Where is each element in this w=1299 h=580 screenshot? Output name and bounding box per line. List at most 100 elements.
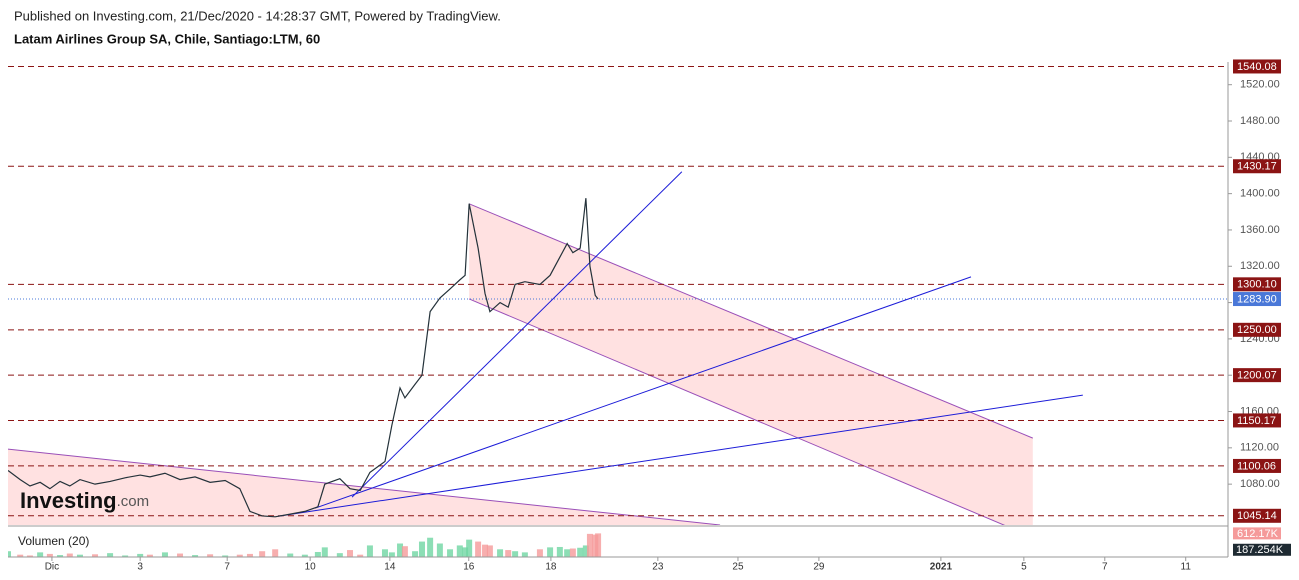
x-tick-label: 7 — [1102, 562, 1108, 573]
level-tag — [1233, 322, 1281, 337]
volume-bar — [482, 544, 489, 557]
volume-bar — [397, 543, 404, 557]
volume-bar — [401, 546, 408, 557]
volume-bar — [92, 554, 99, 557]
channel-edge — [468, 298, 1006, 525]
x-tick-label: 7 — [224, 562, 230, 573]
volume-bar — [586, 533, 593, 557]
volume-bar — [497, 549, 504, 557]
volume-bar — [462, 547, 469, 557]
x-tick-label: 2021 — [930, 562, 953, 573]
volume-bar — [259, 551, 266, 557]
volume-bar — [366, 545, 373, 557]
x-tick-label: Dic — [45, 562, 59, 573]
y-tick-label: 1480.00 — [1240, 115, 1280, 127]
volume-bar — [222, 555, 229, 557]
logo-suffix: .com — [117, 493, 150, 510]
level-label: 1300.10 — [1237, 279, 1277, 291]
volume-bar — [536, 549, 543, 557]
volume-bar — [436, 543, 443, 557]
level-label: 1200.07 — [1237, 370, 1277, 382]
volume-ma-label: 187.254K — [1236, 544, 1284, 556]
trendline — [314, 276, 972, 509]
volume-bar — [475, 541, 482, 557]
volume-bar — [17, 554, 24, 557]
volume-bar — [207, 554, 214, 557]
volume-bar — [8, 551, 11, 557]
volume-bar — [512, 551, 519, 557]
y-tick-label: 1080.00 — [1240, 478, 1280, 490]
volume-bar — [582, 545, 589, 557]
volume-bar — [122, 555, 129, 557]
volume-bar — [564, 549, 571, 557]
level-label: 1540.08 — [1237, 61, 1277, 73]
volume-bar — [456, 545, 463, 557]
x-tick-label: 5 — [1021, 562, 1027, 573]
x-tick-label: 10 — [305, 562, 317, 573]
channel-edge — [8, 448, 721, 525]
level-label: 1250.00 — [1237, 324, 1277, 336]
volume-bar — [418, 541, 425, 557]
level-label: 1045.14 — [1237, 510, 1277, 522]
volume-bar — [412, 551, 419, 557]
volume-bar — [177, 553, 184, 557]
channel-fill — [469, 203, 1033, 525]
volume-bar — [486, 545, 493, 557]
volume-bar — [314, 551, 321, 557]
volume-bar — [505, 550, 512, 557]
volume-bar — [246, 553, 253, 557]
volume-bar — [347, 550, 354, 557]
volume-last-label: 612.17K — [1237, 528, 1279, 540]
y-tick-label: 1520.00 — [1240, 79, 1280, 91]
channel-edge — [468, 203, 1033, 439]
volume-bar — [301, 554, 308, 557]
volume-bar — [466, 539, 473, 557]
level-tag — [1233, 59, 1281, 74]
volume-bar — [388, 552, 395, 557]
trendline — [351, 171, 683, 498]
y-tick-label: 1360.00 — [1240, 224, 1280, 236]
y-tick-label: 1320.00 — [1240, 260, 1280, 272]
level-tag — [1233, 413, 1281, 428]
trendline — [277, 394, 1083, 517]
volume-bar — [595, 533, 602, 557]
volume-bar — [137, 553, 144, 557]
volume-bar — [66, 553, 73, 557]
logo-name: Investing — [20, 488, 117, 513]
price-line — [8, 198, 599, 518]
level-label: 1100.06 — [1237, 460, 1276, 472]
volume-bar — [37, 552, 44, 557]
volume-bar — [427, 537, 434, 557]
volume-bar — [146, 554, 153, 557]
volume-label: Volumen (20) — [18, 534, 89, 548]
level-label: 1150.17 — [1237, 415, 1276, 427]
volume-bar — [336, 553, 343, 557]
volume-tag — [1233, 527, 1281, 540]
volume-bar — [569, 548, 576, 557]
x-tick-label: 23 — [652, 562, 664, 573]
volume-bar — [76, 554, 83, 557]
volume-bar — [381, 549, 388, 557]
volume-bar — [57, 555, 64, 557]
level-tag — [1233, 159, 1281, 174]
volume-bar — [161, 552, 168, 557]
volume-bar — [287, 553, 294, 557]
x-tick-label: 3 — [137, 562, 143, 573]
volume-bar — [357, 554, 364, 557]
level-tag — [1233, 368, 1281, 383]
y-tick-label: 1400.00 — [1240, 188, 1280, 200]
volume-bar — [26, 555, 33, 557]
x-tick-label: 25 — [732, 562, 744, 573]
x-tick-label: 11 — [1181, 562, 1192, 573]
logo: Investing.com — [20, 488, 149, 513]
level-label: 1430.17 — [1237, 161, 1277, 173]
volume-bar — [547, 547, 554, 557]
volume-bar — [46, 553, 53, 557]
level-tag — [1233, 277, 1281, 292]
volume-bar — [321, 547, 328, 557]
volume-bar — [272, 549, 279, 557]
published-note: Published on Investing.com, 21/Dec/2020 … — [14, 8, 501, 23]
volume-bar — [236, 554, 243, 557]
volume-bar — [521, 552, 528, 557]
last-price-label: 1283.90 — [1237, 293, 1277, 305]
